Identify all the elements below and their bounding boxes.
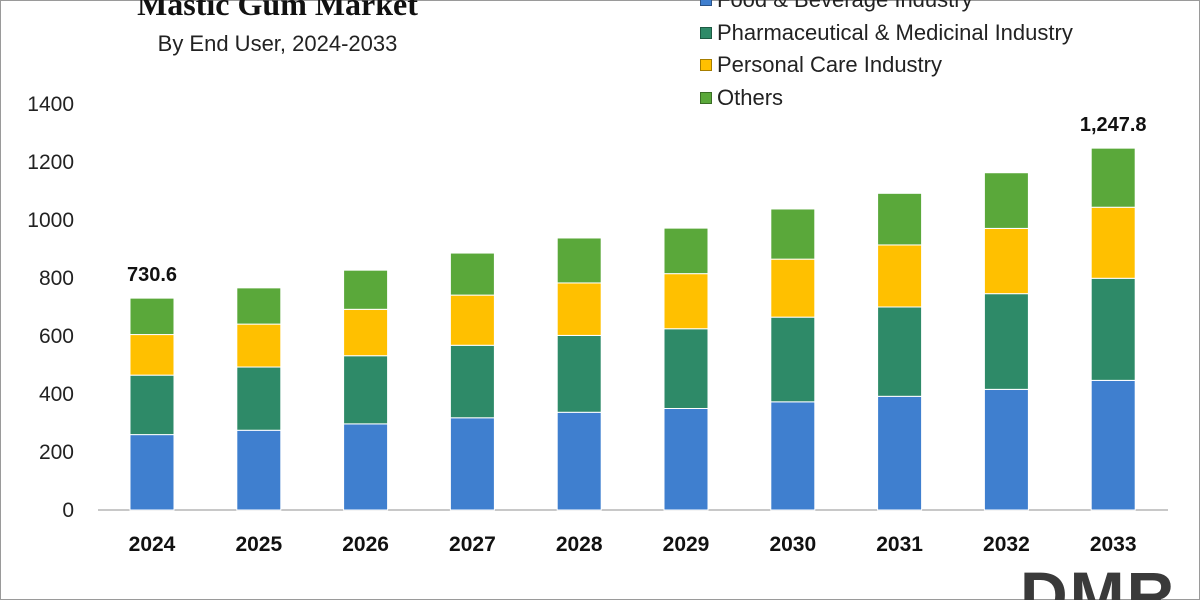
legend-item-food-beverage: Food & Beverage Industry [700,0,1073,17]
bar-segment-2024-s2 [129,334,175,376]
legend-label-others: Others [717,84,784,110]
y-tick-label-1400: 1400 [27,93,74,116]
bar-segment-2030-s1 [770,316,816,403]
bar-segment-2027-s0 [449,417,495,511]
y-tick-label-1000: 1000 [27,209,74,232]
bar-segment-2032-s3 [983,172,1029,229]
bar-segment-2033-s3 [1090,147,1136,208]
bar-segment-2026-s2 [343,308,389,357]
chart-subtitle: By End User, 2024-2033 [157,31,398,56]
legend-swatch-others [700,91,712,104]
legend: Food & Beverage Industry Pharmaceutical … [700,0,1073,114]
bar-segment-2029-s1 [663,328,709,409]
bar-segment-2028-s2 [556,282,602,336]
bar-segment-2025-s3 [236,287,282,325]
y-tick-label-200: 200 [39,441,74,464]
bar-segment-2033-s0 [1090,379,1136,511]
bar-segment-2027-s1 [449,344,495,419]
bar-segment-2032-s2 [983,227,1029,295]
x-tick-label-2032: 2032 [983,533,1030,556]
bar-segment-2030-s0 [770,401,816,511]
bar-segment-2030-s2 [770,258,816,318]
bar-segment-2026-s1 [343,355,389,425]
legend-label-personal-care: Personal Care Industry [717,52,942,78]
bar-segment-2030-s3 [770,208,816,260]
bar-segment-2029-s2 [663,273,709,330]
x-tick-label-2033: 2033 [1090,533,1137,556]
x-tick-label-2028: 2028 [556,533,603,556]
y-tick-label-600: 600 [39,325,74,348]
bar-segment-2024-s3 [129,297,175,336]
bar-segment-2033-s1 [1090,277,1136,381]
legend-label-food-beverage: Food & Beverage Industry [717,0,973,13]
bar-segment-2031-s3 [877,192,923,246]
legend-item-personal-care: Personal Care Industry [700,49,1073,82]
legend-item-others: Others [700,82,1073,115]
y-tick-label-0: 0 [62,499,74,522]
bar-segment-2026-s3 [343,269,389,310]
legend-item-pharmaceutical: Pharmaceutical & Medicinal Industry [700,17,1073,50]
bar-segment-2025-s2 [236,323,282,368]
x-tick-label-2031: 2031 [876,533,923,556]
bar-segment-2024-s1 [129,374,175,436]
data-label-2033: 1,247.8 [1080,114,1147,136]
bar-segment-2025-s1 [236,366,282,431]
x-tick-label-2027: 2027 [449,533,496,556]
bar-segment-2032-s1 [983,293,1029,390]
bar-segment-2028-s1 [556,334,602,413]
bar-segment-2031-s1 [877,306,923,397]
x-tick-label-2029: 2029 [663,533,710,556]
legend-swatch-pharmaceutical [700,26,712,39]
bar-segment-2024-s0 [129,434,175,511]
bar-segment-2031-s2 [877,244,923,308]
bar-segment-2027-s3 [449,252,495,296]
legend-label-pharmaceutical: Pharmaceutical & Medicinal Industry [717,19,1073,45]
dmr-logo: DMR [1020,566,1200,600]
y-tick-label-1200: 1200 [27,151,74,174]
legend-swatch-food-beverage [700,0,712,7]
bar-segment-2028-s0 [556,411,602,511]
bar-segment-2026-s0 [343,423,389,511]
dmr-logo-text: DMR [1020,566,1176,600]
bar-segment-2025-s0 [236,429,282,511]
x-tick-label-2024: 2024 [129,533,176,556]
bar-segment-2031-s0 [877,395,923,511]
x-tick-label-2025: 2025 [235,533,282,556]
bar-segment-2033-s2 [1090,206,1136,279]
bar-segment-2029-s3 [663,227,709,275]
y-tick-label-400: 400 [39,383,74,406]
x-tick-label-2030: 2030 [769,533,816,556]
chart-title: Mastic Gum Market [137,0,418,22]
legend-swatch-personal-care [700,59,712,72]
x-tick-label-2026: 2026 [342,533,389,556]
bar-segment-2029-s0 [663,408,709,511]
data-label-2024: 730.6 [127,264,177,286]
bar-segment-2032-s0 [983,388,1029,511]
bar-segment-2027-s2 [449,294,495,346]
bar-segment-2028-s3 [556,237,602,284]
y-tick-label-800: 800 [39,267,74,290]
